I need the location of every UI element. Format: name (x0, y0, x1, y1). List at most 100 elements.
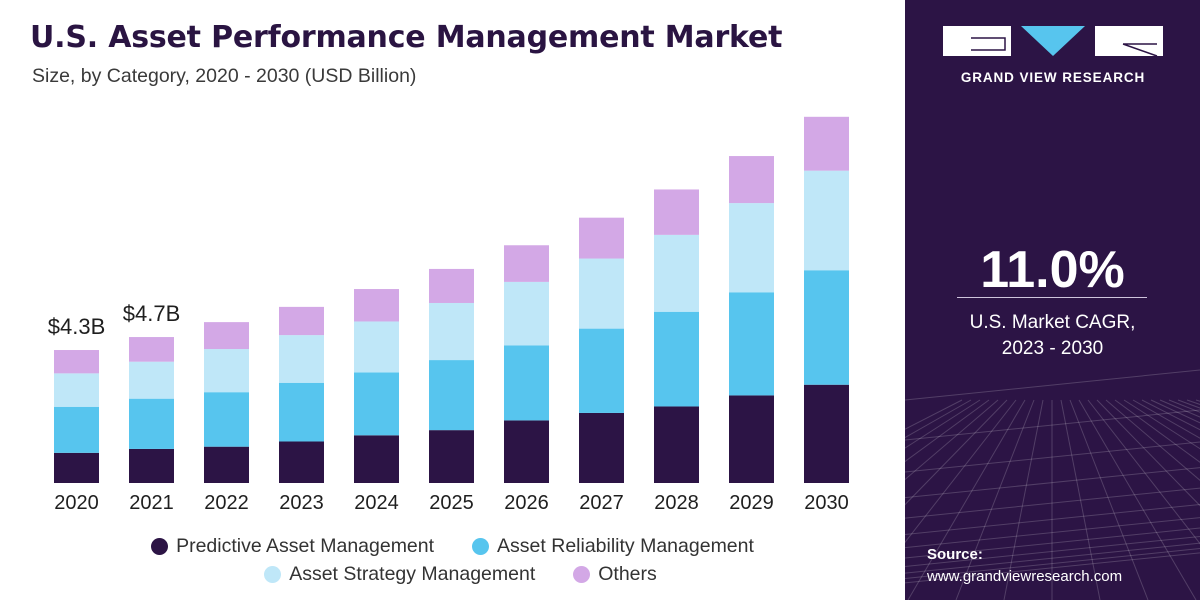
legend-swatch-reliability (472, 538, 490, 555)
gvr-logo-icon (943, 26, 1163, 57)
grid-line (1078, 399, 1197, 600)
bar-segment-2026-3 (504, 281, 549, 346)
legend-label-predictive: Predictive Asset Management (176, 535, 435, 557)
legend-swatch-strategy (264, 566, 282, 583)
grid-line (905, 369, 1200, 401)
cagr-label-line1: U.S. Market CAGR, (969, 312, 1136, 333)
grid-line (1132, 399, 1200, 439)
bar-segment-2030-2 (804, 270, 849, 385)
bar-segment-2028-2 (654, 311, 699, 407)
bar-segment-2030-4 (804, 116, 849, 171)
grid-line (905, 548, 1200, 580)
bar-segment-2024-3 (354, 321, 399, 373)
bar-segment-2020-3 (54, 373, 99, 407)
grid-line (905, 487, 1200, 519)
grid-line (1123, 399, 1200, 450)
bar-segment-2025-2 (429, 360, 474, 431)
source-url[interactable]: www.grandviewresearch.com (927, 568, 1123, 585)
bar-segment-2028-1 (654, 406, 699, 483)
x-tick-label-2030: 2030 (804, 492, 849, 514)
data-label-2020: $4.3B (48, 314, 106, 339)
bar-segment-2026-4 (504, 245, 549, 282)
bar-segment-2023-1 (279, 441, 324, 483)
bar-segment-2021-1 (129, 448, 174, 483)
grid-line (1195, 399, 1200, 402)
bar-segment-2021-2 (129, 398, 174, 449)
legend-item-strategy: Asset Strategy Management (264, 563, 535, 586)
cagr-divider (957, 297, 1147, 298)
bar-segment-2029-4 (729, 156, 774, 204)
source-label: Source: (927, 546, 983, 563)
x-tick-label-2029: 2029 (729, 492, 774, 514)
bar-segment-2029-3 (729, 203, 774, 293)
bar-segment-2029-1 (729, 395, 774, 483)
grid-line (905, 399, 1017, 544)
bar-segment-2027-3 (579, 258, 624, 329)
grid-line (905, 517, 1200, 549)
sidebar-panel: GRAND VIEW RESEARCH 11.0% U.S. Market CA… (905, 0, 1200, 600)
legend-row-1: Predictive Asset Management Asset Reliab… (0, 535, 905, 558)
grid-line (1096, 399, 1200, 507)
bar-segment-2022-2 (204, 392, 249, 447)
grid-line (905, 399, 990, 463)
brand-name: GRAND VIEW RESEARCH (960, 70, 1146, 85)
bar-segment-2020-4 (54, 350, 99, 374)
bar-segment-2024-4 (354, 289, 399, 322)
grid-line (905, 535, 1200, 567)
legend-swatch-others (573, 566, 591, 583)
x-tick-label-2020: 2020 (54, 492, 99, 514)
grid-line (905, 409, 1200, 441)
bar-segment-2028-4 (654, 189, 699, 235)
grid-line (905, 399, 1008, 506)
grid-line (1060, 399, 1101, 600)
legend-label-strategy: Asset Strategy Management (289, 563, 536, 585)
grid-line (905, 503, 1200, 535)
legend-row-2: Asset Strategy Management Others (8, 563, 913, 586)
bar-segment-2023-4 (279, 306, 324, 336)
x-tick-label-2025: 2025 (429, 492, 474, 514)
x-tick-label-2022: 2022 (204, 492, 249, 514)
bar-segment-2022-4 (204, 322, 249, 350)
bar-segment-2027-1 (579, 412, 624, 483)
grid-line (1087, 399, 1200, 545)
legend-label-reliability: Asset Reliability Management (497, 535, 754, 557)
bar-segment-2030-1 (804, 384, 849, 483)
chart-panel: U.S. Asset Performance Management Market… (0, 20, 905, 585)
cagr-label: U.S. Market CAGR, 2023 - 2030 (905, 310, 1200, 362)
cagr-value: 11.0% (980, 241, 1125, 299)
bar-segment-2023-2 (279, 382, 324, 442)
grid-line (1069, 399, 1149, 600)
chart-subtitle: Size, by Category, 2020 - 2030 (USD Bill… (32, 65, 417, 87)
legend-swatch-predictive (151, 538, 169, 555)
legend-label-others: Others (598, 563, 657, 585)
grid-line (905, 527, 1200, 559)
grid-line (905, 399, 972, 439)
bar-segment-2025-3 (429, 302, 474, 361)
data-label-2021: $4.7B (123, 301, 181, 326)
bar-segment-2021-3 (129, 361, 174, 399)
legend-item-others: Others (573, 563, 657, 586)
grid-line (905, 441, 1200, 473)
x-tick-label-2023: 2023 (279, 492, 324, 514)
bar-segment-2026-1 (504, 420, 549, 483)
x-tick-label-2024: 2024 (354, 492, 399, 514)
grid-line (905, 399, 981, 449)
bar-segment-2022-3 (204, 349, 249, 393)
legend-item-reliability: Asset Reliability Management (472, 535, 754, 558)
grid-line (907, 399, 1026, 600)
cagr-label-line2: 2023 - 2030 (1001, 338, 1104, 359)
bar-segment-2026-2 (504, 345, 549, 421)
bar-segment-2028-3 (654, 234, 699, 312)
grid-line (905, 552, 1200, 584)
grid-line (1114, 399, 1200, 463)
grid-line (905, 467, 1200, 499)
bar-segment-2020-1 (54, 452, 99, 483)
x-tick-label-2026: 2026 (504, 492, 549, 514)
bar-segment-2025-4 (429, 268, 474, 303)
bar-segment-2024-1 (354, 435, 399, 483)
stacked-bar-chart: 2020 $4.3B 2021 $4.7B 2022 2023 2024 2025 2026 20… (48, 116, 849, 514)
x-tick-label-2021: 2021 (129, 492, 174, 514)
bar-segment-2022-1 (204, 446, 249, 483)
grid-line (1186, 399, 1200, 405)
bar-segment-2024-2 (354, 372, 399, 436)
